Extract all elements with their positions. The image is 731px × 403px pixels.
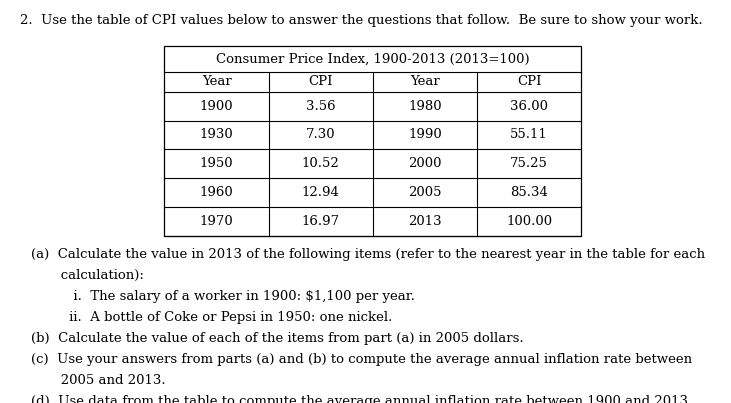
Text: i.  The salary of a worker in 1900: $1,100 per year.: i. The salary of a worker in 1900: $1,10…	[31, 290, 414, 303]
Text: 2005 and 2013.: 2005 and 2013.	[31, 374, 165, 386]
Text: Year: Year	[202, 75, 232, 88]
Text: (c)  Use your answers from parts (a) and (b) to compute the average annual infla: (c) Use your answers from parts (a) and …	[31, 353, 692, 366]
Text: 2000: 2000	[408, 157, 442, 170]
Text: 55.11: 55.11	[510, 129, 548, 141]
Text: 1930: 1930	[200, 129, 233, 141]
Text: (a)  Calculate the value in 2013 of the following items (refer to the nearest ye: (a) Calculate the value in 2013 of the f…	[31, 248, 705, 261]
Text: CPI: CPI	[517, 75, 542, 88]
Text: calculation):: calculation):	[31, 269, 143, 282]
Text: 1970: 1970	[200, 215, 233, 228]
Text: ii.  A bottle of Coke or Pepsi in 1950: one nickel.: ii. A bottle of Coke or Pepsi in 1950: o…	[31, 311, 392, 324]
Text: 1990: 1990	[408, 129, 442, 141]
Text: 2005: 2005	[408, 186, 442, 199]
Text: 16.97: 16.97	[302, 215, 340, 228]
Text: 1980: 1980	[408, 100, 442, 113]
Text: (b)  Calculate the value of each of the items from part (a) in 2005 dollars.: (b) Calculate the value of each of the i…	[31, 332, 523, 345]
Text: 2.  Use the table of CPI values below to answer the questions that follow.  Be s: 2. Use the table of CPI values below to …	[20, 14, 703, 27]
Text: 100.00: 100.00	[506, 215, 552, 228]
Text: 12.94: 12.94	[302, 186, 340, 199]
Text: 1960: 1960	[200, 186, 233, 199]
Text: 1950: 1950	[200, 157, 233, 170]
Text: 10.52: 10.52	[302, 157, 340, 170]
Text: 3.56: 3.56	[306, 100, 336, 113]
Text: 85.34: 85.34	[510, 186, 548, 199]
Text: 75.25: 75.25	[510, 157, 548, 170]
Text: 7.30: 7.30	[306, 129, 336, 141]
Text: (d)  Use data from the table to compute the average annual inflation rate betwee: (d) Use data from the table to compute t…	[31, 395, 692, 403]
Text: 36.00: 36.00	[510, 100, 548, 113]
Text: CPI: CPI	[308, 75, 333, 88]
Text: 1900: 1900	[200, 100, 233, 113]
Text: 2013: 2013	[408, 215, 442, 228]
Text: Year: Year	[410, 75, 440, 88]
Text: Consumer Price Index, 1900-2013 (2013=100): Consumer Price Index, 1900-2013 (2013=10…	[216, 53, 530, 66]
